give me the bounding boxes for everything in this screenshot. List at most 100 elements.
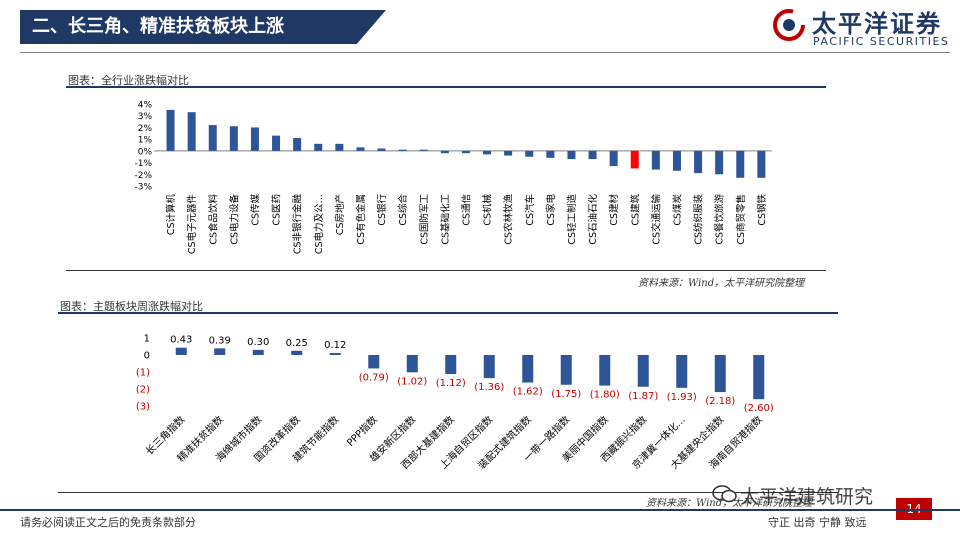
bar	[753, 355, 765, 400]
industry-chart-caption: 图表：全行业涨跌幅对比	[68, 74, 189, 87]
category-label: CS综合	[397, 194, 409, 226]
category-label: CS纺织服装	[693, 194, 705, 245]
data-label: (2.60)	[744, 403, 774, 414]
bar	[440, 150, 449, 154]
category-label: CS石油石化	[587, 194, 599, 245]
industry-source: 资料来源：Wind，太平洋研究院整理	[638, 278, 805, 289]
logo-english: PACIFIC SECURITIES	[813, 35, 950, 48]
category-label: CS医药	[272, 194, 283, 226]
y-tick-label: 1%	[138, 136, 153, 146]
bar	[637, 355, 649, 387]
category-label: CS轻工制造	[566, 194, 578, 245]
industry-source-rule	[66, 270, 826, 271]
category-label: CS餐饮旅游	[714, 194, 726, 245]
category-label: CS建材	[608, 194, 620, 226]
bar	[525, 150, 534, 157]
bar	[329, 352, 341, 355]
bar	[406, 355, 418, 373]
data-label: 0.39	[209, 335, 231, 346]
bar	[445, 355, 457, 375]
page-title: 二、长三角、精准扶贫板块上涨	[32, 16, 284, 37]
wechat-icon	[712, 485, 737, 503]
bar	[461, 150, 470, 154]
data-label: 0.12	[324, 340, 346, 351]
bar	[676, 355, 688, 388]
title-banner	[20, 10, 386, 44]
category-label: CS商贸零售	[735, 194, 747, 245]
category-label: CS钢铁	[756, 194, 768, 226]
y-tick-label: -1%	[134, 159, 152, 169]
bar	[250, 127, 259, 151]
category-label: CS建筑	[629, 194, 641, 226]
category-label: CS电子元器件	[186, 194, 198, 255]
bar	[630, 150, 639, 169]
y-tick-label: (3)	[136, 402, 150, 413]
y-tick-label: (1)	[136, 368, 150, 379]
category-label: CS汽车	[524, 194, 536, 226]
bar	[208, 125, 217, 151]
data-label: 0.25	[286, 338, 308, 349]
bar	[419, 149, 428, 151]
bar	[214, 348, 226, 355]
bar	[567, 150, 576, 160]
category-label: CS通信	[460, 194, 472, 226]
y-tick-label: 1	[144, 334, 150, 345]
data-label: (1.12)	[436, 378, 466, 389]
category-label: CS银行	[376, 194, 388, 226]
category-label: CS房地产	[334, 194, 346, 235]
bar	[483, 150, 492, 155]
data-label: 0.43	[170, 335, 192, 346]
bar	[522, 355, 534, 383]
category-label: CS非银行金融	[292, 194, 304, 255]
y-tick-label: 4%	[138, 101, 153, 111]
data-label: (2.18)	[705, 396, 735, 407]
bar	[714, 355, 726, 393]
data-label: (1.62)	[513, 387, 543, 398]
data-label: (1.75)	[551, 389, 581, 400]
watermark-text: 太平洋建筑研究	[740, 486, 874, 508]
bar	[175, 347, 187, 355]
bar	[291, 350, 303, 355]
bar	[588, 150, 597, 160]
category-label: CS食品饮料	[207, 194, 219, 245]
bar	[694, 150, 703, 174]
company-logo-icon	[773, 9, 805, 41]
category-label: CS基础化工	[439, 194, 451, 245]
category-label: CS传媒	[249, 194, 261, 226]
bar	[252, 349, 264, 355]
data-label: (1.36)	[474, 382, 504, 393]
logo-chinese: 太平洋证券	[812, 10, 942, 38]
bar	[560, 355, 572, 385]
bar	[609, 150, 618, 167]
data-label: (0.79)	[359, 372, 389, 383]
bar	[504, 150, 513, 156]
theme-source-rule	[58, 492, 838, 493]
category-label: CS煤炭	[671, 194, 683, 226]
bar	[293, 137, 302, 151]
data-label: (1.80)	[590, 390, 620, 401]
company-motto: 守正 出奇 宁静 致远	[768, 516, 867, 529]
bar	[757, 150, 766, 178]
bar	[377, 148, 386, 151]
bar	[715, 150, 724, 175]
bar	[599, 355, 611, 386]
category-label: CS计算机	[165, 194, 177, 236]
bar	[483, 355, 495, 379]
bar	[272, 135, 281, 151]
bar	[314, 143, 323, 151]
data-label: (1.02)	[397, 376, 427, 387]
category-label: CS交通运输	[650, 194, 662, 245]
bar	[672, 150, 681, 171]
bar	[736, 150, 745, 178]
disclaimer-text: 请务必阅读正文之后的免责条款部分	[20, 516, 196, 529]
bar	[229, 126, 238, 151]
category-label: CS电力设备	[228, 194, 240, 245]
category-label: CS电力及公…	[313, 194, 325, 254]
theme-bar-chart: 10(1)(2)(3)0.43长三角指数0.39精准扶贫指数0.30海绵城市指数…	[136, 334, 774, 472]
y-tick-label: 3%	[138, 112, 153, 122]
data-label: 0.30	[247, 337, 269, 348]
data-label: (1.87)	[628, 391, 658, 402]
bar	[546, 150, 555, 158]
y-tick-label: 0	[144, 351, 150, 362]
theme-source: 资料来源：Wind，太平洋研究院整理	[646, 498, 813, 509]
